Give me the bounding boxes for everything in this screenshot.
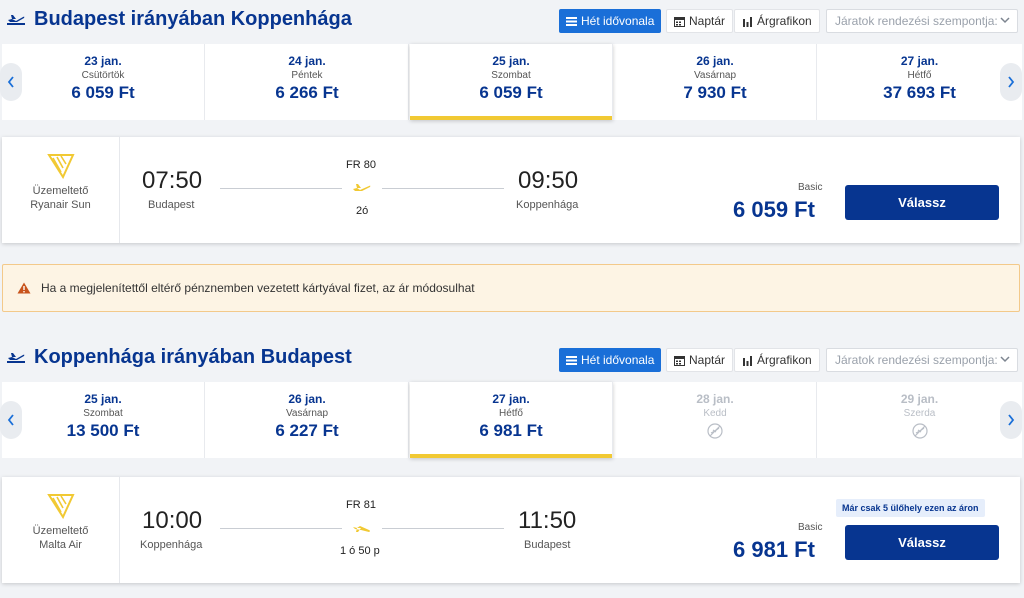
inbound-title: Koppenhága irányában Budapest [34, 346, 352, 368]
calendar-icon [674, 355, 685, 366]
bar-chart-icon [743, 16, 752, 27]
inbound-prev-dates-button[interactable] [0, 401, 22, 439]
bar-chart-icon [743, 355, 752, 366]
inbound-timeline-button[interactable]: Hét idővonala [559, 348, 662, 372]
currency-warning: Ha a megjelenítettől eltérő pénznemben v… [2, 264, 1020, 312]
outbound-date-cell-selected[interactable]: 25 jan. Szombat 6 059 Ft [410, 44, 613, 120]
flight-duration: 1 ó 50 p [340, 545, 380, 557]
plane-icon [353, 184, 371, 191]
outbound-title: Budapest irányában Koppenhága [34, 8, 352, 30]
inbound-next-dates-button[interactable] [1000, 401, 1022, 439]
chevron-right-icon [1008, 414, 1015, 426]
ryanair-harp-logo-icon [46, 494, 75, 519]
outbound-chart-button[interactable]: Árgrafikon [734, 9, 820, 33]
arrival-city: Koppenhága [516, 199, 579, 211]
plane-departure-icon [7, 15, 25, 25]
plane-departure-icon [7, 353, 25, 363]
inbound-date-cell-no-flights: 28 jan. Kedd [614, 382, 817, 458]
outbound-date-cell[interactable]: 26 jan. Vasárnap 7 930 Ft [614, 44, 817, 120]
outbound-sort-select[interactable]: Járatok rendezési szempontja: [826, 9, 1018, 33]
outbound-header: Budapest irányában Koppenhága [0, 2, 1024, 38]
departure-time: 07:50 [142, 167, 203, 194]
chevron-right-icon [1008, 76, 1015, 88]
fare-type: Basic [798, 522, 823, 533]
plane-landing-icon [353, 526, 370, 532]
chevron-down-icon [1000, 356, 1010, 363]
no-flights-icon [707, 423, 723, 439]
outbound-date-cell[interactable]: 24 jan. Péntek 6 266 Ft [206, 44, 409, 120]
flight-duration: 2ó [356, 205, 369, 217]
outbound-date-cell[interactable]: 27 jan. Hétfő 37 693 Ft [883, 54, 956, 102]
ryanair-harp-logo-icon [46, 154, 75, 179]
outbound-next-dates-button[interactable] [1000, 63, 1022, 101]
departure-city: Koppenhága [140, 539, 203, 551]
outbound-calendar-button[interactable]: Naptár [666, 9, 734, 33]
inbound-flight-card: Üzemeltető Malta Air 10:00 Koppenhága FR… [2, 477, 1020, 583]
route-line [382, 188, 504, 189]
inbound-date-cell[interactable]: 26 jan. Vasárnap 6 227 Ft [206, 382, 409, 458]
outbound-prev-dates-button[interactable] [0, 63, 22, 101]
route-line [220, 528, 342, 529]
warning-icon [17, 282, 31, 294]
list-icon [566, 355, 577, 365]
inbound-sort-select[interactable]: Járatok rendezési szempontja: [826, 348, 1018, 372]
outbound-timeline-button[interactable]: Hét idővonala [559, 9, 662, 33]
operator: Üzemeltető Malta Air [2, 477, 120, 583]
inbound-chart-button[interactable]: Árgrafikon [734, 348, 820, 372]
select-flight-button[interactable]: Válassz [845, 525, 999, 560]
fare-price: 6 059 Ft [733, 197, 815, 222]
inbound-date-cell[interactable]: 25 jan. Szombat 13 500 Ft [2, 382, 205, 458]
select-flight-button[interactable]: Válassz [845, 185, 999, 220]
route-line [220, 188, 342, 189]
route-line [382, 528, 504, 529]
flight-number: FR 81 [346, 499, 376, 511]
outbound-date-strip: 23 jan. Csütörtök 6 059 Ft 24 jan. Pénte… [2, 44, 1022, 120]
chevron-left-icon [7, 76, 14, 88]
outbound-flight-card: Üzemeltető Ryanair Sun 07:50 Budapest FR… [2, 137, 1020, 243]
fare-type: Basic [798, 182, 823, 193]
inbound-date-strip: 25 jan. Szombat 13 500 Ft 26 jan. Vasárn… [2, 382, 1022, 458]
inbound-header: Koppenhága irányában Budapest [0, 340, 1024, 376]
flight-number: FR 80 [346, 159, 376, 171]
calendar-icon [674, 16, 685, 27]
arrival-time: 09:50 [518, 167, 579, 194]
list-icon [566, 16, 577, 26]
departure-time: 10:00 [142, 507, 203, 534]
inbound-date-cell-selected[interactable]: 27 jan. Hétfő 6 981 Ft [410, 382, 613, 458]
inbound-date-cell-no-flights: 29 jan. Szerda [818, 382, 1021, 458]
fare-price: 6 981 Ft [733, 537, 815, 562]
operator: Üzemeltető Ryanair Sun [2, 137, 120, 243]
warning-text: Ha a megjelenítettől eltérő pénznemben v… [41, 281, 475, 295]
departure-city: Budapest [148, 199, 195, 211]
no-flights-icon [911, 423, 928, 439]
inbound-calendar-button[interactable]: Naptár [666, 348, 734, 372]
outbound-date-cell[interactable]: 23 jan. Csütörtök 6 059 Ft [2, 44, 205, 120]
arrival-city: Budapest [524, 539, 571, 551]
chevron-left-icon [7, 414, 14, 426]
chevron-down-icon [1000, 17, 1010, 24]
seats-left-badge: Már csak 5 ülőhely ezen az áron [836, 499, 985, 517]
arrival-time: 11:50 [518, 507, 577, 534]
